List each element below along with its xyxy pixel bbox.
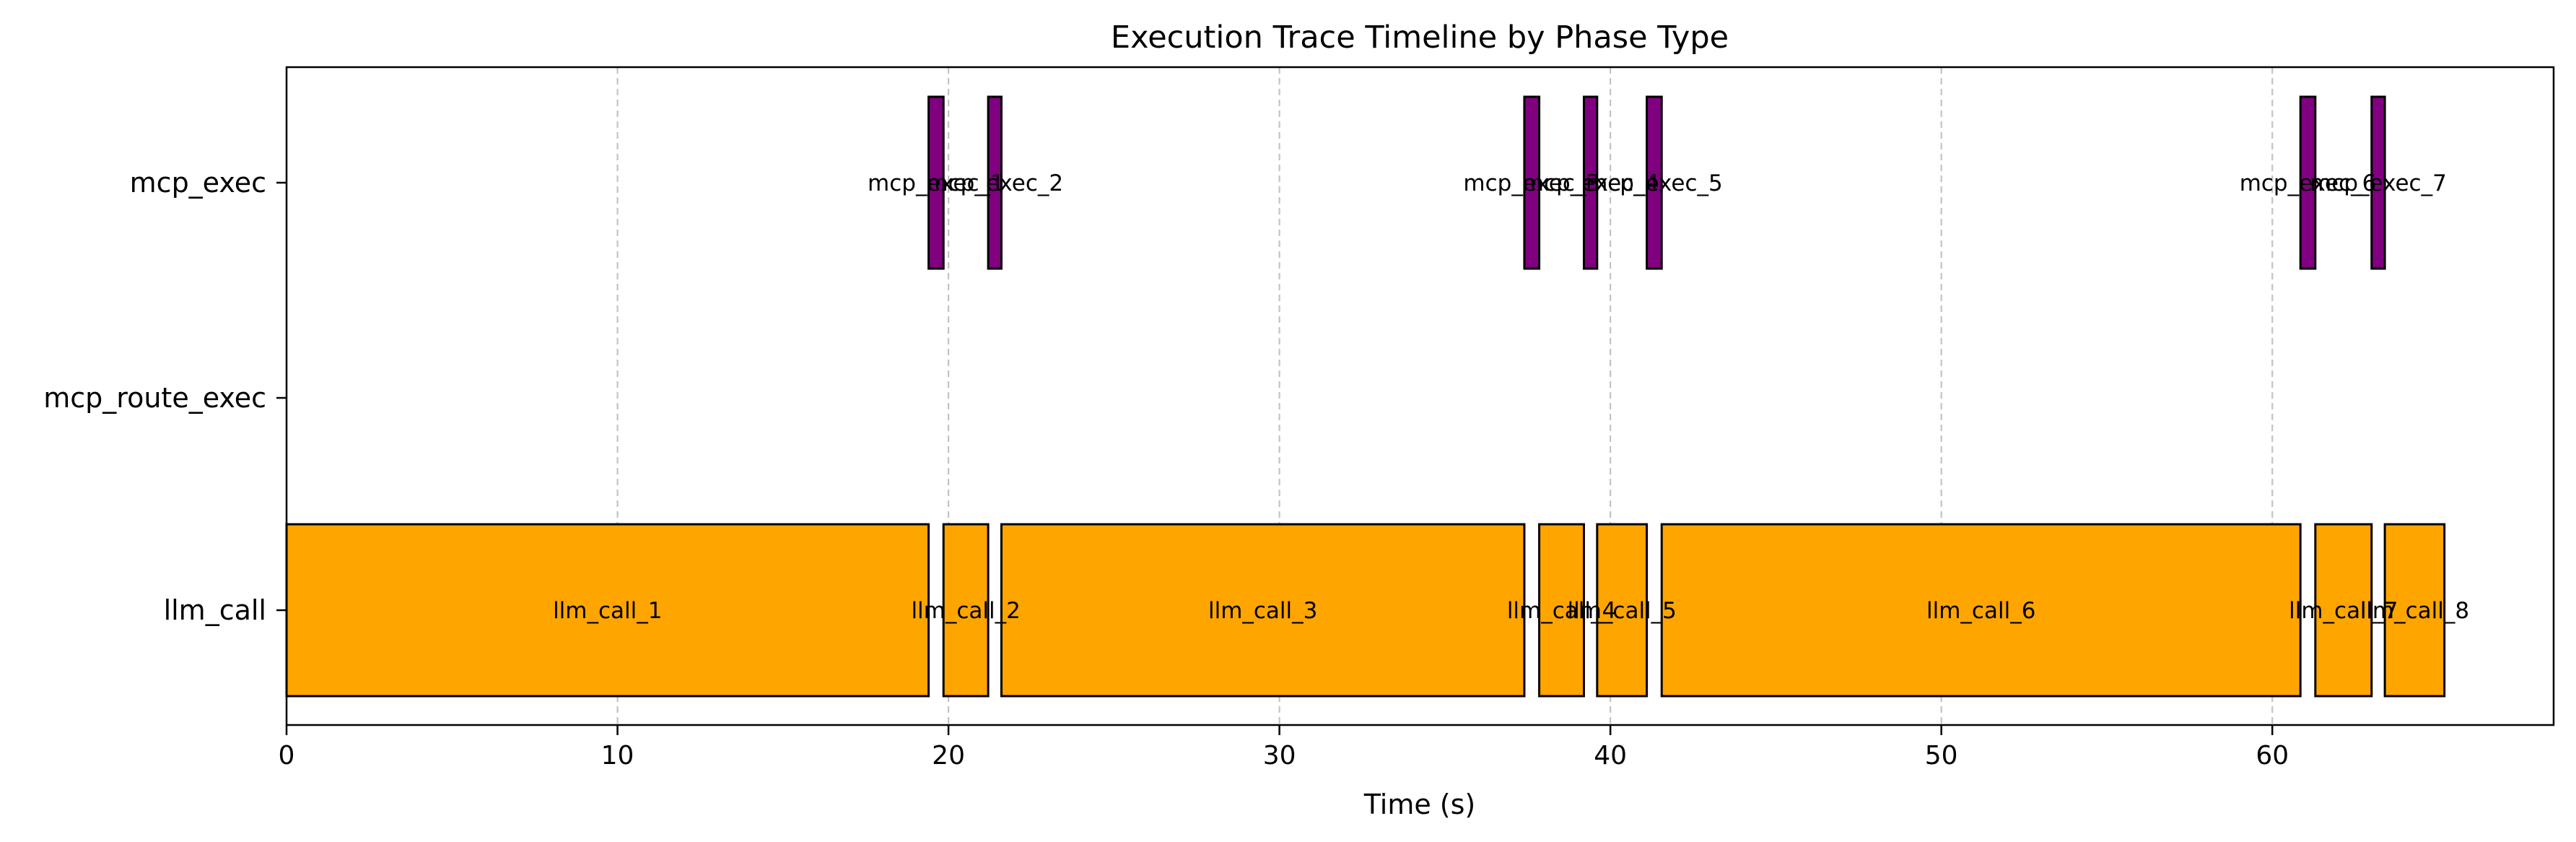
bar-labels-layer: llm_call_1 llm_call_2 llm_call_3 llm_call_4… xyxy=(553,170,2469,624)
segment-bar-llm_call_6 xyxy=(1660,523,2302,698)
plot-frame xyxy=(285,66,2555,726)
segment-bar-llm_call_7 xyxy=(2314,523,2373,698)
segment-bar-llm_call_4 xyxy=(1538,523,1585,698)
ticks-layer: 0 10 20 30 40 50 60 mcp_exec mcp_route_exec llm_c… xyxy=(43,167,2289,771)
x-tick-label: 40 xyxy=(1594,741,1627,771)
segment-bar-llm_call_8 xyxy=(2383,523,2446,698)
segment-label-mcp_exec_1: mcp_exec_1 xyxy=(868,170,1005,196)
segment-bar-mcp_exec_3 xyxy=(1523,95,1541,270)
segment-bar-llm_call_3 xyxy=(1000,523,1526,698)
segment-bar-llm_call_2 xyxy=(942,523,990,698)
grid-layer xyxy=(285,67,2274,725)
chart-title: Execution Trace Timeline by Phase Type xyxy=(1111,19,1729,56)
bars-layer xyxy=(285,95,2446,698)
segment-label-llm_call_8: llm_call_8 xyxy=(2360,598,2469,624)
segment-bar-mcp_exec_1 xyxy=(927,95,945,270)
segment-label-llm_call_7: llm_call_7 xyxy=(2289,598,2398,624)
segment-bar-llm_call_1 xyxy=(285,523,930,698)
segment-label-llm_call_5: llm_call_5 xyxy=(1567,598,1676,624)
segment-bar-mcp_exec_5 xyxy=(1646,95,1663,270)
segment-label-llm_call_6: llm_call_6 xyxy=(1926,598,2035,624)
segment-bar-llm_call_5 xyxy=(1596,523,1649,698)
segment-label-llm_call_3: llm_call_3 xyxy=(1208,598,1317,624)
segment-bar-mcp_exec_7 xyxy=(2370,95,2386,270)
segment-label-mcp_exec_2: mcp_exec_2 xyxy=(926,170,1063,196)
segment-label-llm_call_2: llm_call_2 xyxy=(911,598,1020,624)
segment-label-llm_call_1: llm_call_1 xyxy=(553,598,662,624)
x-tick-label: 50 xyxy=(1925,741,1958,771)
segment-label-mcp_exec_4: mcp_exec_4 xyxy=(1522,170,1659,196)
x-tick-label: 10 xyxy=(601,741,634,771)
segment-label-mcp_exec_6: mcp_exec_6 xyxy=(2240,170,2377,196)
x-tick-label: 0 xyxy=(279,741,295,771)
y-category-label: mcp_route_exec xyxy=(43,382,266,414)
segment-label-mcp_exec_7: mcp_exec_7 xyxy=(2310,170,2447,196)
x-tick-label: 20 xyxy=(932,741,965,771)
segment-bar-mcp_exec_6 xyxy=(2299,95,2317,270)
x-tick-label: 30 xyxy=(1263,741,1296,771)
x-axis-label: Time (s) xyxy=(1363,789,1476,820)
segment-bar-mcp_exec_4 xyxy=(1582,95,1599,270)
segment-bar-mcp_exec_2 xyxy=(987,95,1003,270)
x-tick-label: 60 xyxy=(2256,741,2289,771)
y-category-label: mcp_exec xyxy=(130,167,266,199)
segment-label-mcp_exec_5: mcp_exec_5 xyxy=(1586,170,1723,196)
segment-label-mcp_exec_3: mcp_exec_3 xyxy=(1463,170,1600,196)
segment-label-llm_call_4: llm_call_4 xyxy=(1507,598,1616,624)
y-category-label: llm_call xyxy=(164,594,266,626)
